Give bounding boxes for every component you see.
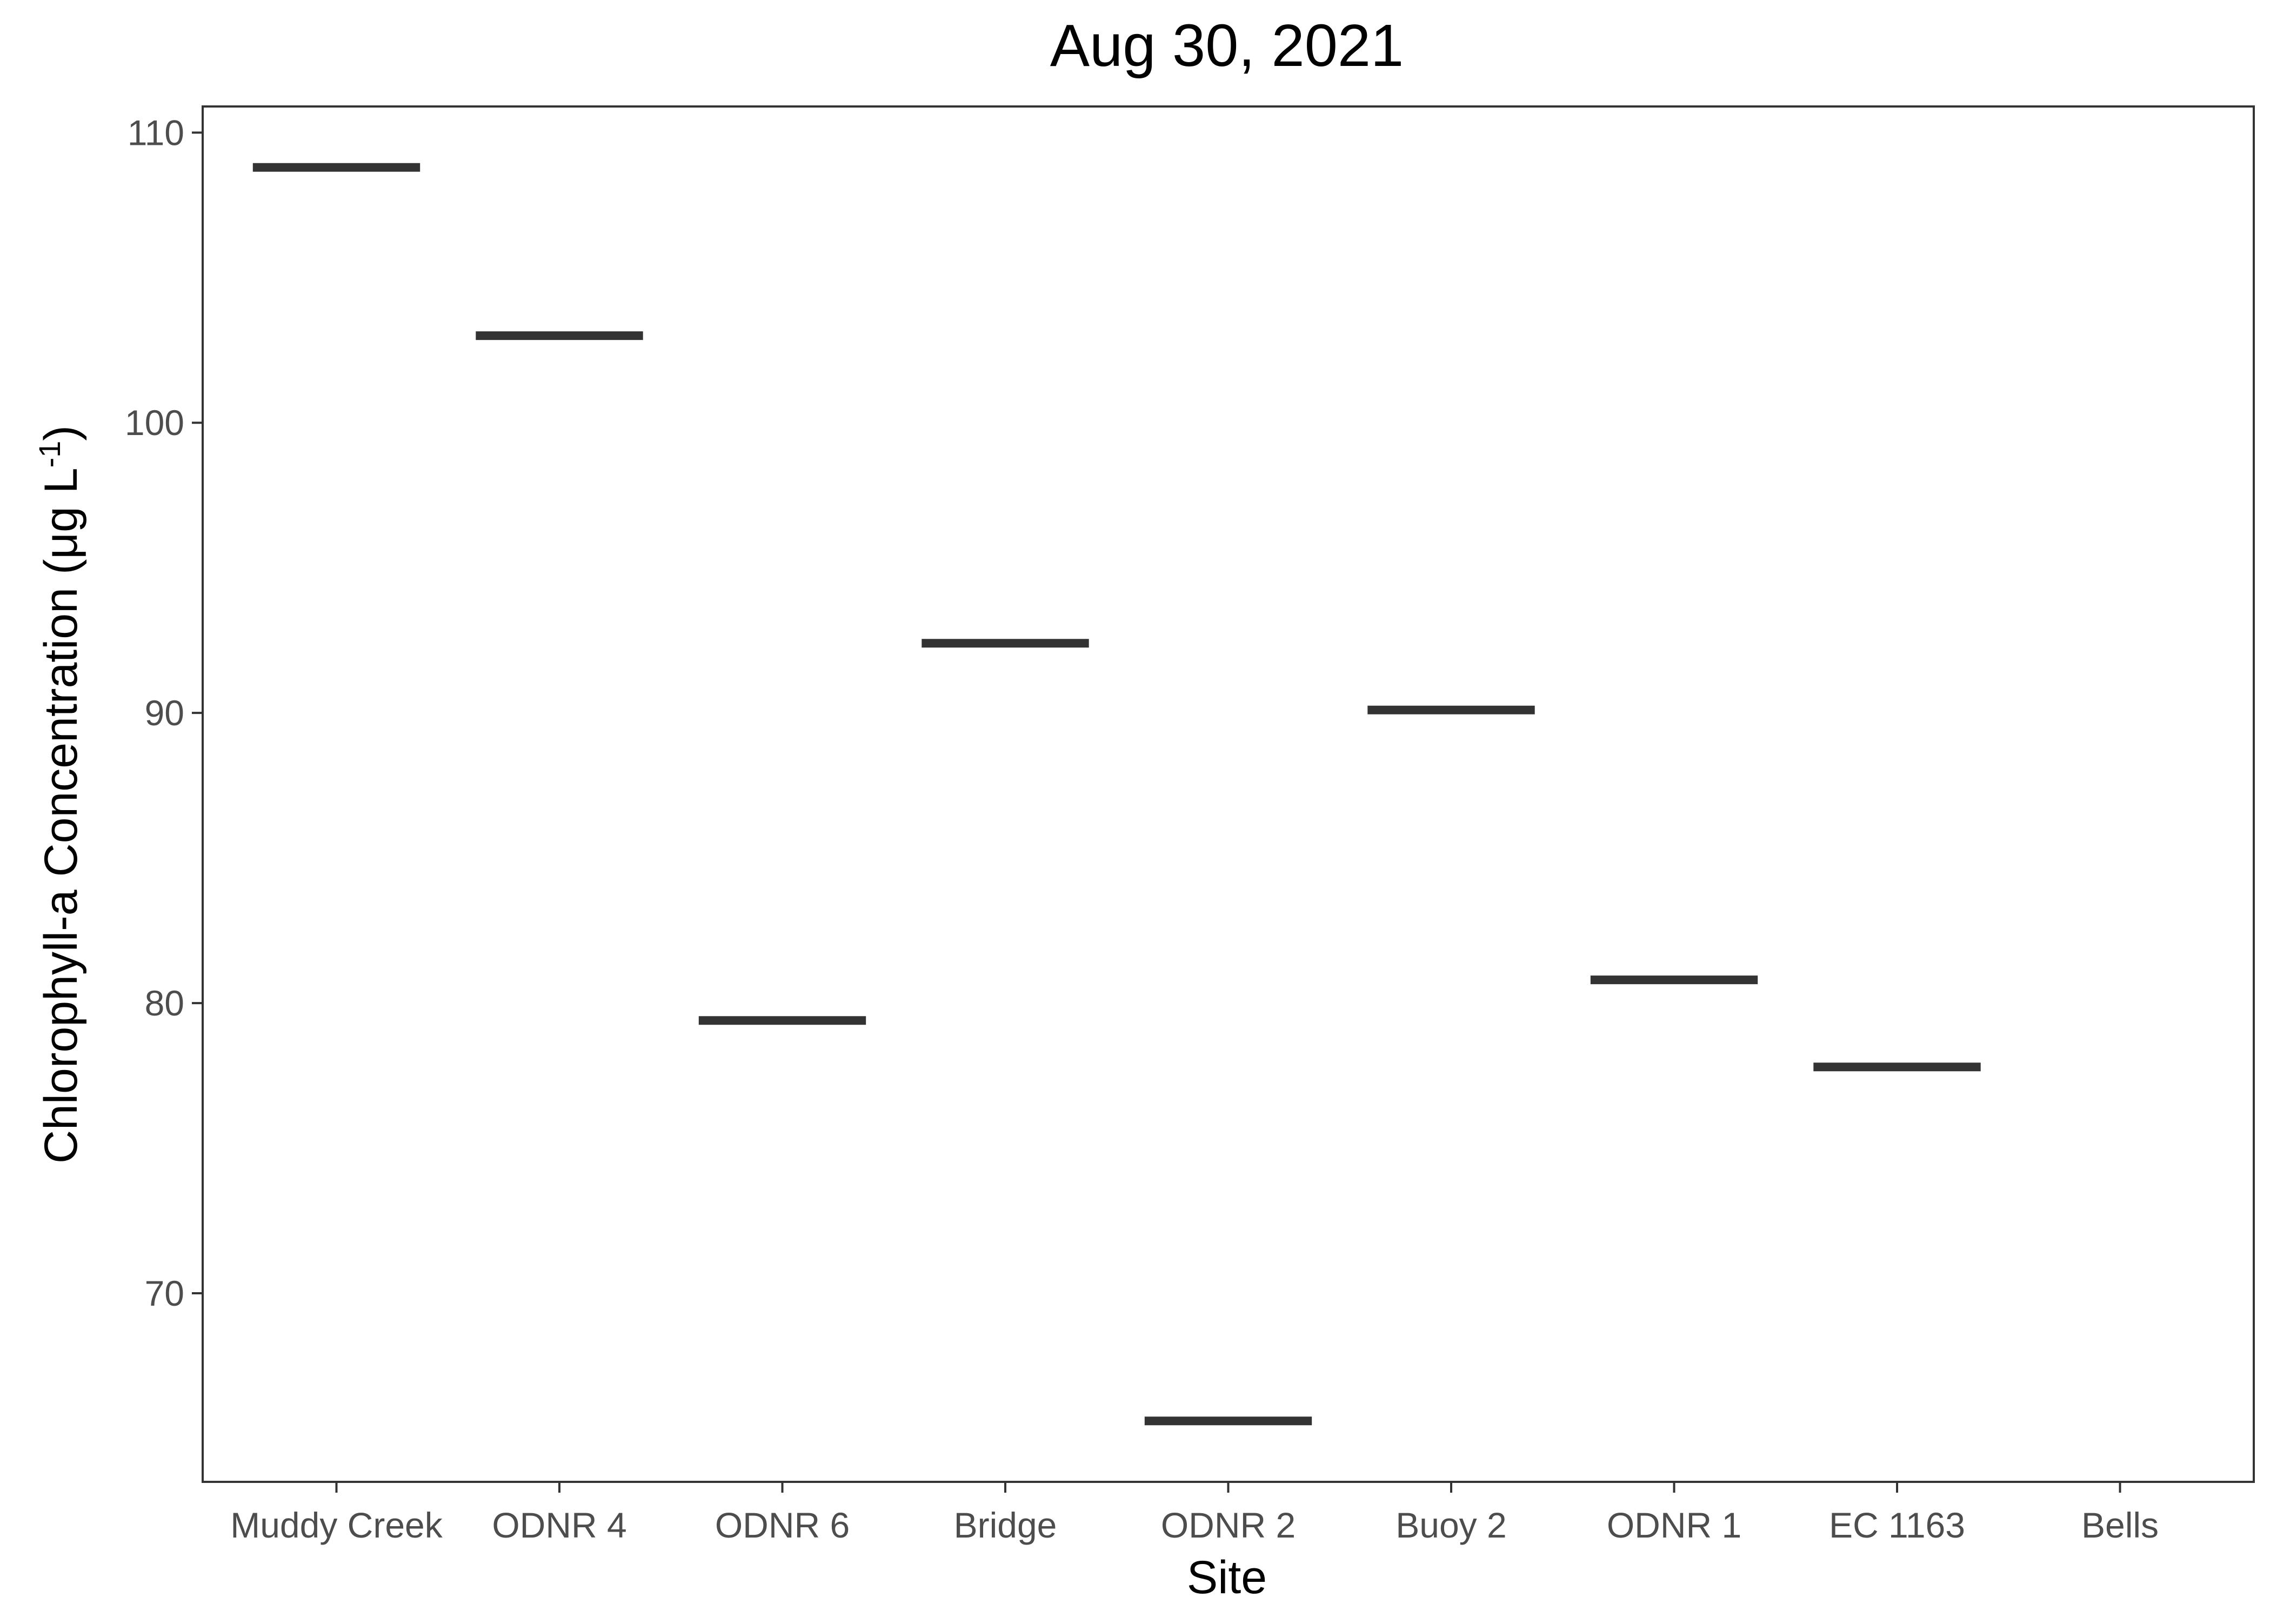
- y-axis-title-exponent: -1: [32, 441, 66, 468]
- y-axis: 70 80 90 100 110: [125, 112, 203, 1313]
- y-axis-title-close: ): [35, 425, 87, 441]
- x-axis-title: Site: [1187, 1552, 1267, 1603]
- x-tick-label: EC 1163: [1829, 1505, 1965, 1545]
- chart-title: Aug 30, 2021: [1050, 12, 1404, 79]
- y-tick-label: 70: [145, 1273, 184, 1313]
- y-tick-label: 80: [145, 983, 184, 1023]
- data-marks: [252, 163, 1981, 1426]
- x-tick-label: Bells: [2081, 1505, 2159, 1545]
- y-tick-label: 110: [128, 112, 184, 152]
- x-tick-label: Buoy 2: [1396, 1505, 1506, 1545]
- x-axis: Muddy Creek ODNR 4 ODNR 6 Bridge ODNR 2 Buoy …: [230, 1482, 2159, 1545]
- x-tick-label: Bridge: [954, 1505, 1057, 1545]
- y-tick-label: 90: [145, 693, 184, 733]
- y-tick-label: 100: [125, 403, 184, 443]
- y-axis-title-unit: μg L: [35, 467, 87, 559]
- x-tick-label: ODNR 1: [1607, 1505, 1741, 1545]
- y-axis-title: Chlorophyll-a Concentration (μg L-1): [32, 425, 88, 1164]
- x-tick-label: ODNR 6: [715, 1505, 850, 1545]
- x-tick-label: ODNR 2: [1161, 1505, 1296, 1545]
- x-tick-label: ODNR 4: [492, 1505, 626, 1545]
- x-tick-label: Muddy Creek: [230, 1505, 443, 1545]
- plot-panel: [202, 105, 2255, 1483]
- y-axis-title-main: Chlorophyll-a Concentration (: [35, 559, 87, 1164]
